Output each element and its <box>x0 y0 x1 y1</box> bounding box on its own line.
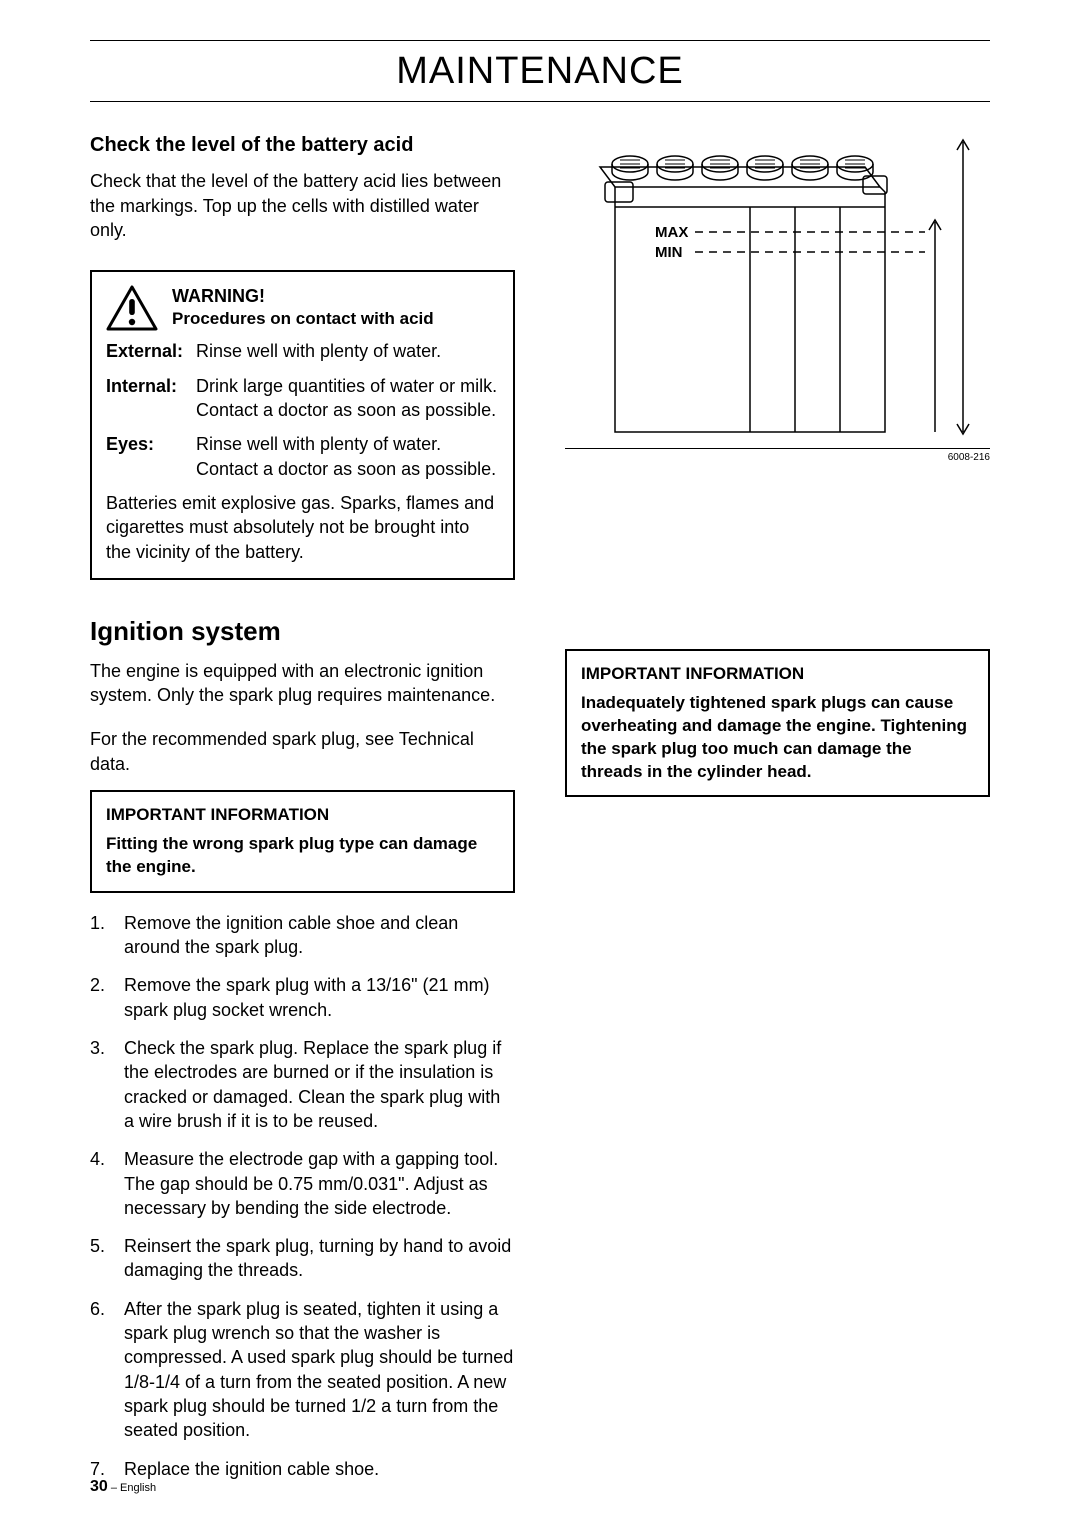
warning-footer: Batteries emit explosive gas. Sparks, fl… <box>106 491 499 564</box>
step-3: Check the spark plug. Replace the spark … <box>90 1036 515 1133</box>
step-4: Measure the electrode gap with a gapping… <box>90 1147 515 1220</box>
warning-titles: WARNING! Procedures on contact with acid <box>172 284 434 331</box>
step-2: Remove the spark plug with a 13/16" (21 … <box>90 973 515 1022</box>
max-label: MAX <box>655 224 688 241</box>
step-6-text: After the spark plug is seated, tighten … <box>124 1297 515 1443</box>
warn-label-0: External: <box>106 339 196 363</box>
info1-body: Fitting the wrong spark plug type can da… <box>106 833 499 879</box>
battery-figure: MAX MIN <box>565 132 990 449</box>
step-7-text: Replace the ignition cable shoe. <box>124 1457 379 1481</box>
ignition-para2: For the recommended spark plug, see Tech… <box>90 727 515 776</box>
right-column: MAX MIN 6008-216 IMPORTANT INFORMATION I… <box>565 132 990 1495</box>
warning-icon <box>106 285 158 331</box>
warn-label-2: Eyes: <box>106 432 196 481</box>
step-5: Reinsert the spark plug, turning by hand… <box>90 1234 515 1283</box>
page-footer: 30 – English <box>90 1476 156 1498</box>
step-6: After the spark plug is seated, tighten … <box>90 1297 515 1443</box>
warn-text-2: Rinse well with plenty of water. Contact… <box>196 432 499 481</box>
figure-id: 6008-216 <box>565 451 990 465</box>
step-1: Remove the ignition cable shoe and clean… <box>90 911 515 960</box>
warn-label-1: Internal: <box>106 374 196 423</box>
step-4-text: Measure the electrode gap with a gapping… <box>124 1147 515 1220</box>
page-number: 30 <box>90 1478 108 1495</box>
info2-heading: IMPORTANT INFORMATION <box>581 663 974 686</box>
step-5-text: Reinsert the spark plug, turning by hand… <box>124 1234 515 1283</box>
warning-title: WARNING! <box>172 284 434 308</box>
warn-text-1: Drink large quantities of water or milk.… <box>196 374 499 423</box>
step-3-text: Check the spark plug. Replace the spark … <box>124 1036 515 1133</box>
battery-heading: Check the level of the battery acid <box>90 132 515 159</box>
left-column: Check the level of the battery acid Chec… <box>90 132 515 1495</box>
step-2-text: Remove the spark plug with a 13/16" (21 … <box>124 973 515 1022</box>
two-column-layout: Check the level of the battery acid Chec… <box>90 132 990 1495</box>
warning-header: WARNING! Procedures on contact with acid <box>106 284 499 331</box>
step-1-text: Remove the ignition cable shoe and clean… <box>124 911 515 960</box>
warning-subtitle: Procedures on contact with acid <box>172 308 434 331</box>
steps-list: Remove the ignition cable shoe and clean… <box>90 911 515 1481</box>
page-title: MAINTENANCE <box>90 44 990 101</box>
footer-sep: – <box>108 1482 120 1494</box>
info1-heading: IMPORTANT INFORMATION <box>106 804 499 827</box>
ignition-heading: Ignition system <box>90 614 515 649</box>
warning-table: External: Rinse well with plenty of wate… <box>106 339 499 480</box>
battery-intro: Check that the level of the battery acid… <box>90 169 515 242</box>
min-label: MIN <box>655 244 683 261</box>
footer-lang: English <box>120 1482 156 1494</box>
info2-body: Inadequately tightened spark plugs can c… <box>581 692 974 784</box>
info-box-1: IMPORTANT INFORMATION Fitting the wrong … <box>90 790 515 893</box>
warn-text-0: Rinse well with plenty of water. <box>196 339 499 363</box>
ignition-para1: The engine is equipped with an electroni… <box>90 659 515 708</box>
info-box-2: IMPORTANT INFORMATION Inadequately tight… <box>565 649 990 798</box>
warning-box: WARNING! Procedures on contact with acid… <box>90 270 515 580</box>
rule-bottom <box>90 101 990 102</box>
